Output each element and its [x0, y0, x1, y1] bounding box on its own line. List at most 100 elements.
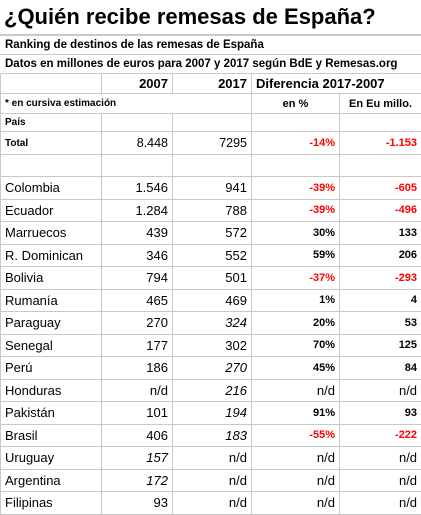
- pct-change-cell[interactable]: 45%: [252, 357, 340, 380]
- pct-change-cell[interactable]: -39%: [252, 199, 340, 222]
- value-2007-cell[interactable]: 157: [102, 447, 173, 470]
- header-2007[interactable]: 2007: [102, 74, 173, 94]
- country-cell[interactable]: Pakistán: [1, 402, 102, 425]
- empty-cell[interactable]: [340, 155, 421, 177]
- value-2007-cell[interactable]: 406: [102, 424, 173, 447]
- pct-change-cell[interactable]: -55%: [252, 424, 340, 447]
- total-pct[interactable]: -14%: [252, 132, 340, 155]
- value-2017-cell[interactable]: n/d: [173, 447, 252, 470]
- pct-change-cell[interactable]: 70%: [252, 334, 340, 357]
- pct-label[interactable]: en %: [252, 94, 340, 114]
- empty-cell[interactable]: [173, 114, 252, 132]
- value-2017-cell[interactable]: 270: [173, 357, 252, 380]
- value-2017-cell[interactable]: n/d: [173, 469, 252, 492]
- country-cell[interactable]: R. Dominican: [1, 244, 102, 267]
- empty-cell[interactable]: [252, 155, 340, 177]
- value-2007-cell[interactable]: 465: [102, 289, 173, 312]
- empty-cell[interactable]: [1, 74, 102, 94]
- value-2017-cell[interactable]: 552: [173, 244, 252, 267]
- eu-change-cell[interactable]: 53: [340, 312, 421, 335]
- country-cell[interactable]: Filipinas: [1, 492, 102, 515]
- pct-change-cell[interactable]: 30%: [252, 222, 340, 245]
- country-cell[interactable]: Uruguay: [1, 447, 102, 470]
- country-cell[interactable]: Brasil: [1, 424, 102, 447]
- country-cell[interactable]: Perú: [1, 357, 102, 380]
- pct-change-cell[interactable]: 91%: [252, 402, 340, 425]
- country-cell[interactable]: Rumanía: [1, 289, 102, 312]
- empty-cell[interactable]: [252, 114, 340, 132]
- value-2017-cell[interactable]: 183: [173, 424, 252, 447]
- value-2017-cell[interactable]: 501: [173, 267, 252, 290]
- value-2017-cell[interactable]: 216: [173, 379, 252, 402]
- value-2007-cell[interactable]: 101: [102, 402, 173, 425]
- pct-change-cell[interactable]: 1%: [252, 289, 340, 312]
- eu-change-cell[interactable]: 133: [340, 222, 421, 245]
- eu-label[interactable]: En Eu millo.: [340, 94, 421, 114]
- empty-cell[interactable]: [1, 155, 102, 177]
- estimation-note[interactable]: * en cursiva estimación: [1, 94, 252, 114]
- eu-change-cell[interactable]: -605: [340, 177, 421, 200]
- pct-change-cell[interactable]: -39%: [252, 177, 340, 200]
- value-2017-cell[interactable]: 788: [173, 199, 252, 222]
- country-cell[interactable]: Colombia: [1, 177, 102, 200]
- country-cell[interactable]: Bolivia: [1, 267, 102, 290]
- country-cell[interactable]: Paraguay: [1, 312, 102, 335]
- eu-change-cell[interactable]: -222: [340, 424, 421, 447]
- value-2017-cell[interactable]: n/d: [173, 492, 252, 515]
- eu-change-cell[interactable]: -293: [340, 267, 421, 290]
- value-2007-cell[interactable]: 172: [102, 469, 173, 492]
- eu-change-cell[interactable]: 93: [340, 402, 421, 425]
- eu-change-cell[interactable]: 125: [340, 334, 421, 357]
- pct-change-cell[interactable]: 20%: [252, 312, 340, 335]
- value-2007-cell[interactable]: 346: [102, 244, 173, 267]
- country-cell[interactable]: Honduras: [1, 379, 102, 402]
- total-label[interactable]: Total: [1, 132, 102, 155]
- country-cell[interactable]: Marruecos: [1, 222, 102, 245]
- value-2007-cell[interactable]: 1.284: [102, 199, 173, 222]
- value-2017-cell[interactable]: 324: [173, 312, 252, 335]
- country-cell[interactable]: Argentina: [1, 469, 102, 492]
- value-2017-cell[interactable]: 194: [173, 402, 252, 425]
- value-2007-cell[interactable]: 439: [102, 222, 173, 245]
- total-2017[interactable]: 7295: [173, 132, 252, 155]
- value-2017-cell[interactable]: 469: [173, 289, 252, 312]
- country-cell[interactable]: Ecuador: [1, 199, 102, 222]
- sheet-title[interactable]: ¿Quién recibe remesas de España?: [0, 0, 421, 35]
- eu-change-cell[interactable]: 84: [340, 357, 421, 380]
- country-cell[interactable]: Senegal: [1, 334, 102, 357]
- eu-change-cell[interactable]: n/d: [340, 379, 421, 402]
- pais-label[interactable]: País: [1, 114, 102, 132]
- header-2017[interactable]: 2017: [173, 74, 252, 94]
- total-diff[interactable]: -1.153: [340, 132, 421, 155]
- value-2007-cell[interactable]: 1.546: [102, 177, 173, 200]
- empty-cell[interactable]: [102, 114, 173, 132]
- eu-change-cell[interactable]: 206: [340, 244, 421, 267]
- total-2007[interactable]: 8.448: [102, 132, 173, 155]
- empty-cell[interactable]: [340, 114, 421, 132]
- value-2007-cell[interactable]: 177: [102, 334, 173, 357]
- value-2017-cell[interactable]: 302: [173, 334, 252, 357]
- value-2007-cell[interactable]: 186: [102, 357, 173, 380]
- pct-change-cell[interactable]: n/d: [252, 469, 340, 492]
- pct-change-cell[interactable]: 59%: [252, 244, 340, 267]
- value-2007-cell[interactable]: 794: [102, 267, 173, 290]
- empty-cell[interactable]: [173, 155, 252, 177]
- header-diferencia[interactable]: Diferencia 2017-2007: [252, 74, 421, 94]
- value-2007-cell[interactable]: 270: [102, 312, 173, 335]
- empty-cell[interactable]: [102, 155, 173, 177]
- pct-change-cell[interactable]: n/d: [252, 492, 340, 515]
- value-2017-cell[interactable]: 941: [173, 177, 252, 200]
- eu-change-cell[interactable]: n/d: [340, 447, 421, 470]
- eu-change-cell[interactable]: 4: [340, 289, 421, 312]
- value-2007-cell[interactable]: 93: [102, 492, 173, 515]
- pct-change-cell[interactable]: n/d: [252, 447, 340, 470]
- eu-change-cell[interactable]: n/d: [340, 469, 421, 492]
- subtitle-ranking[interactable]: Ranking de destinos de las remesas de Es…: [1, 36, 421, 55]
- subtitle-data-source[interactable]: Datos en millones de euros para 2007 y 2…: [1, 55, 421, 74]
- value-2017-cell[interactable]: 572: [173, 222, 252, 245]
- value-2007-cell[interactable]: n/d: [102, 379, 173, 402]
- eu-change-cell[interactable]: -496: [340, 199, 421, 222]
- pct-change-cell[interactable]: -37%: [252, 267, 340, 290]
- pct-change-cell[interactable]: n/d: [252, 379, 340, 402]
- eu-change-cell[interactable]: n/d: [340, 492, 421, 515]
